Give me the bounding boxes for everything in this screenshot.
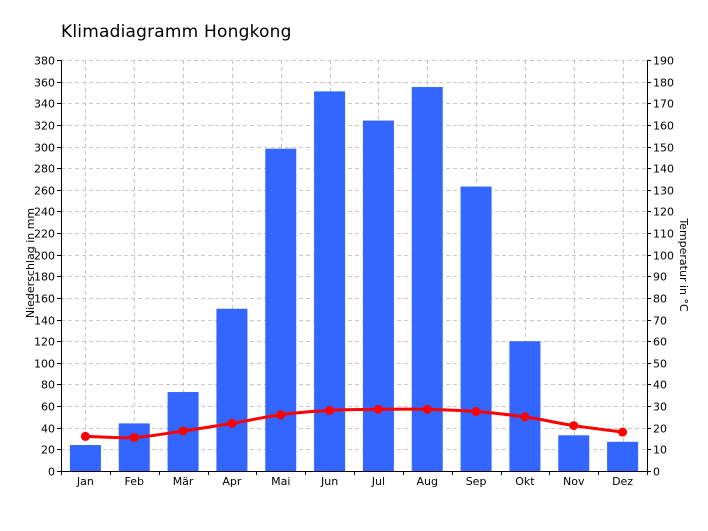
temperature-point	[325, 405, 335, 415]
y-tick-label: 140	[34, 315, 55, 328]
y-tick-label: 280	[34, 163, 55, 176]
y-tick-label: 220	[34, 228, 55, 241]
bar	[509, 341, 541, 471]
temperature-point	[422, 404, 432, 414]
y-tick-label: 300	[34, 142, 55, 155]
temperature-point	[227, 418, 237, 428]
y-tick-label: 160	[34, 293, 55, 306]
y-tick-label: 80	[41, 379, 55, 392]
y-tick-label: 320	[34, 120, 55, 133]
x-tick-label: Dez	[612, 475, 633, 488]
y2-tick-label: 120	[653, 206, 674, 219]
temperature-point	[520, 412, 530, 422]
y2-tick-label: 10	[653, 444, 667, 457]
x-tick-label: Jul	[371, 475, 385, 488]
y-tick-label: 100	[34, 358, 55, 371]
temperature-point	[569, 421, 579, 431]
y2-tick-label: 170	[653, 98, 674, 111]
y2-tick-label: 90	[653, 271, 667, 284]
y2-tick-label: 40	[653, 379, 667, 392]
bar	[362, 120, 394, 471]
temperature-point	[618, 427, 628, 437]
x-tick-label: Mai	[271, 475, 290, 488]
y2-tick-label: 160	[653, 120, 674, 133]
temperature-point	[178, 426, 188, 436]
x-tick-label: Nov	[563, 475, 585, 488]
x-tick-label: Okt	[515, 475, 535, 488]
y2-tick-label: 70	[653, 315, 667, 328]
y2-tick-label: 50	[653, 358, 667, 371]
x-tick-label: Sep	[466, 475, 487, 488]
x-tick-label: Feb	[125, 475, 144, 488]
bar	[558, 435, 590, 471]
bar	[118, 423, 150, 471]
y2-tick-label: 190	[653, 55, 674, 68]
bar	[607, 441, 639, 471]
temperature-point	[471, 407, 481, 417]
temperature-point	[129, 432, 139, 442]
y-tick-label: 0	[48, 466, 55, 479]
y2-tick-label: 30	[653, 401, 667, 414]
y-tick-label: 360	[34, 77, 55, 90]
x-tick-label: Jan	[76, 475, 94, 488]
y-tick-label: 40	[41, 423, 55, 436]
temperature-line	[85, 407, 623, 440]
axis-layer: 0204060801001201401601802002202402602803…	[34, 55, 674, 489]
line-layer	[80, 404, 628, 442]
y2-tick-label: 80	[653, 293, 667, 306]
y2-tick-label: 100	[653, 250, 674, 263]
y-tick-label: 240	[34, 206, 55, 219]
temperature-point	[276, 410, 286, 420]
y-tick-label: 60	[41, 401, 55, 414]
bar	[265, 148, 297, 472]
y-tick-label: 200	[34, 250, 55, 263]
bar	[69, 445, 101, 471]
y2-tick-label: 60	[653, 336, 667, 349]
y2-tick-label: 140	[653, 163, 674, 176]
y2-tick-label: 150	[653, 142, 674, 155]
x-tick-label: Mär	[173, 475, 194, 488]
x-tick-label: Apr	[222, 475, 242, 488]
bar	[216, 308, 248, 471]
y2-tick-label: 130	[653, 185, 674, 198]
x-tick-label: Jun	[320, 475, 338, 488]
y2-tick-label: 180	[653, 77, 674, 90]
bar-layer	[69, 87, 639, 472]
y2-tick-label: 110	[653, 228, 674, 241]
y-tick-label: 260	[34, 185, 55, 198]
y2-tick-label: 0	[653, 466, 660, 479]
temperature-point	[373, 404, 383, 414]
y2-axis-label: Temperatur in °C	[677, 217, 690, 312]
y-axis-label: Niederschlag in mm	[24, 208, 37, 318]
y-tick-label: 380	[34, 55, 55, 68]
y-tick-label: 20	[41, 444, 55, 457]
x-tick-label: Aug	[417, 475, 438, 488]
temperature-point	[80, 431, 90, 441]
bar	[460, 186, 492, 471]
y-tick-label: 180	[34, 271, 55, 284]
y-tick-label: 120	[34, 336, 55, 349]
chart-title: Klimadiagramm Hongkong	[61, 22, 292, 42]
y-tick-label: 340	[34, 98, 55, 111]
y2-tick-label: 20	[653, 423, 667, 436]
